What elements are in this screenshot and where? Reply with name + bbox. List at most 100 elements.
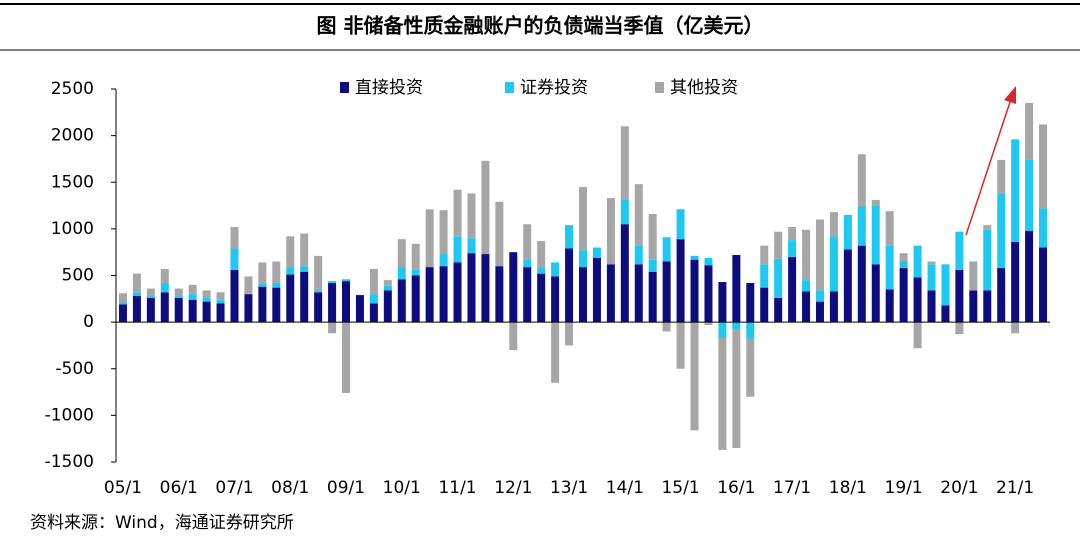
bar [732,322,741,330]
bar [160,268,169,283]
bar [579,267,587,323]
bar [300,233,309,267]
bar [997,193,1006,269]
bar [634,264,643,323]
x-tick-label: 12/1 [494,478,532,498]
bar [815,219,824,291]
bar [146,288,155,297]
bar [202,290,211,298]
bar [941,264,950,306]
bar [592,257,601,323]
bar [258,262,267,284]
bar [871,199,880,206]
bar [857,206,866,246]
bar [118,302,127,305]
bar [481,160,490,255]
bar [565,225,574,249]
bar [314,255,323,291]
bar [216,299,225,304]
bar [1039,208,1048,248]
bar [188,299,197,323]
bar [774,258,783,298]
bar [537,268,546,274]
bar [467,238,476,254]
bar [579,186,587,251]
bar [927,264,936,291]
bar [160,292,169,323]
bar [746,322,755,339]
bar [216,292,225,300]
bar [969,290,978,323]
bar [676,239,685,323]
bar [286,267,295,275]
bar [383,290,392,323]
bar [676,322,685,369]
bar [1011,139,1020,242]
legend-label: 直接投资 [355,78,423,98]
bar [690,255,699,260]
bar [551,262,560,277]
bar [188,284,197,295]
legend-swatch [655,82,664,93]
bar [509,322,518,351]
x-tick-label: 06/1 [160,478,198,498]
bar [620,199,629,225]
y-tick-label: 500 [62,266,94,286]
bar [760,245,769,265]
bar [551,322,560,383]
bar [857,245,866,323]
bar [1025,159,1034,231]
chart-title: 图 非储备性质金融账户的负债端当季值（亿美元） [317,14,764,38]
bar [843,249,852,323]
bar [216,303,225,323]
y-tick-label: -1500 [45,452,94,472]
bar [1025,102,1034,160]
y-tick-label: -1000 [45,405,94,425]
bar [606,198,615,265]
bar [146,296,155,298]
bar [704,257,713,266]
bar [788,227,797,241]
bar [439,266,448,323]
bar [983,229,992,291]
x-tick-label: 20/1 [940,478,978,498]
x-tick-label: 19/1 [885,478,923,498]
bar [551,276,560,323]
bar [314,292,323,323]
bar [425,209,434,268]
bar [634,245,643,265]
bar [565,248,574,323]
bar [523,259,532,268]
bar [620,224,629,323]
bar [272,261,281,283]
bar [411,275,420,323]
bar [355,295,364,323]
bar [369,303,378,323]
bar [899,253,908,262]
bar [537,240,546,269]
bar [369,294,378,304]
x-tick-label: 21/1 [996,478,1034,498]
bar [885,245,894,290]
legend-label: 证券投资 [520,78,588,98]
x-tick-label: 14/1 [606,478,644,498]
bar [983,290,992,323]
bar [955,322,964,335]
x-tick-label: 17/1 [773,478,811,498]
bar [662,261,671,323]
bar [397,279,406,323]
bar [118,304,127,323]
bar [523,267,532,323]
bar [118,293,127,303]
bar [899,268,908,323]
bar [202,301,211,323]
bar [537,273,546,323]
bar [843,214,852,250]
bar [690,322,699,431]
bar [760,264,769,288]
bar [439,210,448,255]
bar [383,285,392,291]
bar [453,189,462,237]
bar [579,250,587,268]
bar [230,269,239,323]
